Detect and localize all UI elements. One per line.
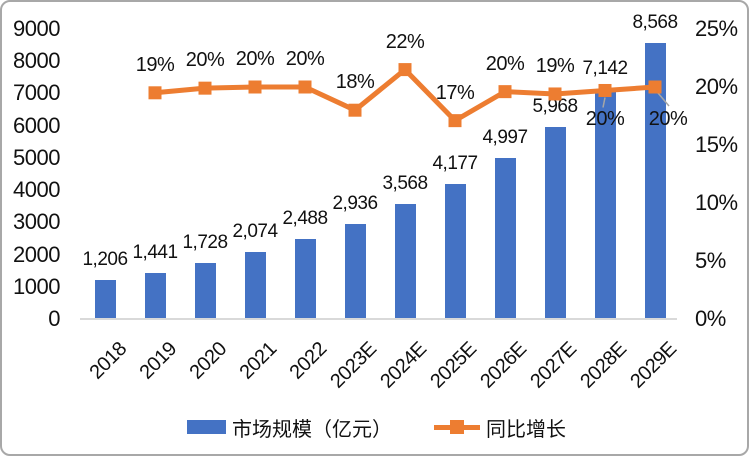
y-axis-tick-right: 20% (695, 74, 738, 99)
line-value-label: 18% (335, 71, 375, 94)
line-series-swatch (434, 420, 480, 434)
y-axis-tick-left: 4000 (13, 177, 60, 203)
y-axis-tick-right: 15% (695, 132, 738, 157)
bar-2022 (294, 238, 316, 318)
line-value-label: 22% (385, 30, 425, 53)
y-axis-tick-left: 2000 (13, 241, 60, 267)
bar-2020 (194, 263, 216, 318)
y-axis-tick-left: 6000 (13, 112, 60, 138)
growth-line (154, 67, 656, 124)
bar-2023E (344, 224, 366, 318)
line-marker-square (348, 103, 362, 117)
legend-label-yoy-growth: 同比增长 (486, 418, 566, 441)
label-leader-line (657, 92, 670, 107)
y-axis-tick-left: 1000 (13, 273, 60, 299)
line-value-label: 20% (235, 48, 275, 70)
line-marker-square (248, 80, 262, 94)
x-axis-line (80, 318, 677, 320)
bar-2028E (594, 88, 616, 318)
line-value-label: 20% (648, 108, 688, 130)
line-swatch-marker (450, 420, 464, 434)
bar-value-label: 3,568 (382, 173, 428, 195)
bar-value-label: 2,936 (332, 193, 378, 215)
y-axis-tick-left: 3000 (13, 209, 60, 235)
line-marker-square (198, 81, 212, 95)
line-marker-square (298, 80, 312, 94)
y-axis-tick-right: 0% (695, 306, 726, 331)
y-axis-tick-left: 5000 (13, 144, 60, 170)
bar-value-label: 8,568 (632, 11, 678, 33)
bar-2018 (94, 280, 116, 318)
bar-value-label: 1,206 (82, 249, 128, 271)
y-axis-tick-left: 0 (48, 306, 60, 331)
legend-item-yoy-growth: 同比增长 (434, 413, 566, 442)
line-value-label: 20% (485, 52, 525, 75)
line-marker-square (448, 114, 462, 128)
bar-value-label: 5,968 (532, 95, 578, 117)
legend: 市场规模（亿元） 同比增长 (2, 410, 747, 444)
bar-value-label: 1,728 (182, 232, 228, 254)
bar-2024E (394, 204, 416, 318)
line-value-label: 20% (185, 49, 225, 72)
bar-2027E (544, 126, 566, 318)
line-marker-square (498, 85, 512, 99)
bar-series-swatch (187, 420, 226, 434)
bar-value-label: 4,177 (432, 153, 478, 175)
y-axis-tick-right: 10% (695, 190, 738, 215)
bar-value-label: 2,488 (282, 207, 328, 229)
bar-2021 (244, 252, 266, 318)
bar-value-label: 1,441 (132, 241, 178, 263)
y-axis-tick-left: 8000 (13, 48, 60, 74)
line-marker-square (598, 83, 612, 97)
bar-value-label: 2,074 (232, 221, 278, 243)
line-value-label: 20% (285, 48, 325, 70)
bar-2026E (494, 157, 516, 318)
label-leader-line (602, 97, 606, 108)
bar-2019 (144, 272, 166, 318)
line-marker-square (398, 63, 412, 77)
y-axis-tick-left: 9000 (13, 16, 60, 41)
bar-value-label: 4,997 (482, 126, 528, 148)
line-marker-square (548, 87, 562, 101)
legend-label-market-size: 市场规模（亿元） (232, 418, 392, 441)
line-value-label: 19% (135, 53, 175, 76)
line-marker-square (648, 80, 662, 94)
legend-item-market-size: 市场规模（亿元） (187, 413, 392, 442)
bar-2029E (644, 42, 666, 318)
line-value-label: 19% (535, 54, 575, 77)
bar-value-label: 7,142 (582, 57, 628, 79)
line-value-label: 20% (585, 108, 625, 131)
y-axis-tick-left: 7000 (13, 80, 60, 106)
bar-2025E (444, 184, 466, 318)
line-value-label: 17% (435, 81, 475, 104)
line-marker-square (148, 86, 162, 100)
y-axis-tick-right: 25% (695, 16, 738, 41)
y-axis-tick-right: 5% (695, 248, 726, 273)
